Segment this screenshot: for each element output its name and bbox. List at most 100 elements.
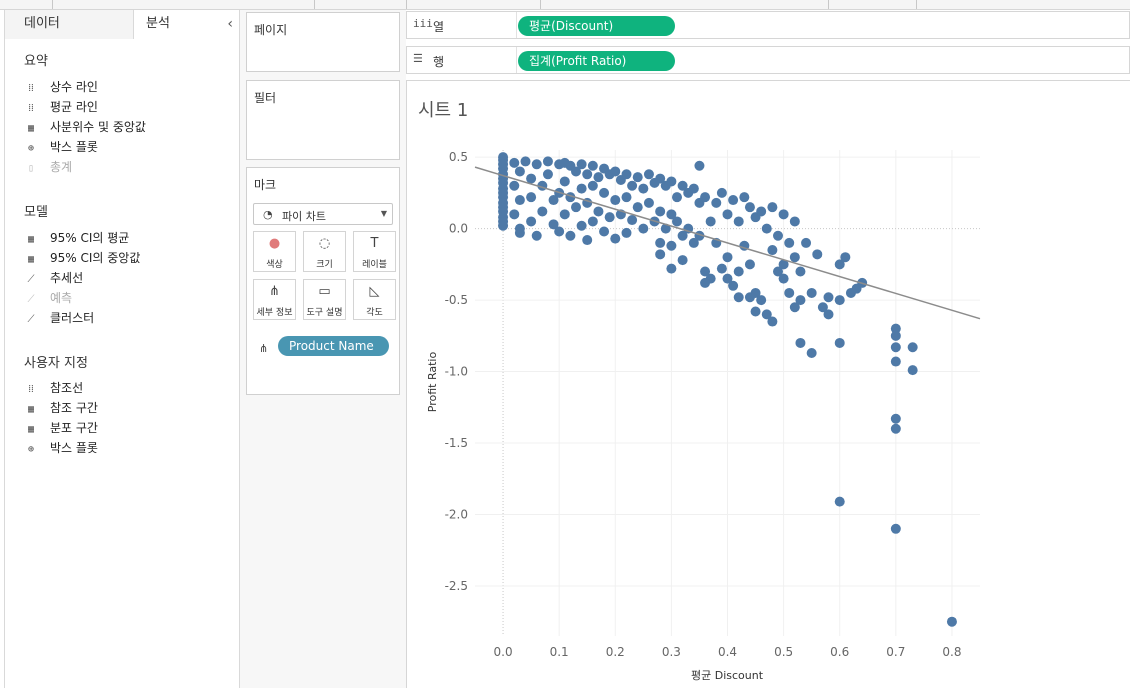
mark-angle-button[interactable]: ◺ 각도	[353, 279, 396, 320]
scatter-plot[interactable]: 0.0 0.1 0.2 0.3 0.4 0.5 0.6 0.7 0.8 0.5 0.0 -0.5 -1.…	[406, 80, 1130, 688]
analytics-item-totals[interactable]: ▯ 총계	[24, 157, 72, 177]
columns-pill[interactable]: 평균(Discount)	[518, 16, 675, 36]
scatter-point	[744, 202, 755, 213]
scatter-point	[576, 159, 587, 170]
scatter-point	[672, 216, 682, 227]
scatter-point	[542, 156, 553, 167]
scatter-point	[823, 292, 834, 303]
scatter-point	[789, 302, 800, 313]
scatter-point	[672, 192, 682, 203]
trend-line-icon: ⟋	[27, 274, 35, 285]
scatter-point	[739, 192, 750, 203]
analytics-item-box-plot[interactable]: ⊕ 박스 플롯	[24, 137, 98, 157]
mark-size-button[interactable]: ◌ 크기	[303, 231, 346, 272]
analytics-item-constant-line[interactable]: ⁞⁞ 상수 라인	[24, 77, 98, 97]
analytics-item-quartile[interactable]: ▦ 사분위수 및 중앙값	[24, 117, 146, 137]
quartile-icon: ▦	[27, 123, 35, 134]
analytics-item-label: 분포 구간	[50, 421, 98, 435]
scatter-point	[817, 302, 828, 313]
ci-median-icon: ▦	[27, 254, 35, 265]
scatter-point	[582, 235, 593, 246]
scatter-point	[655, 237, 666, 248]
scatter-point	[722, 209, 733, 220]
collapse-chevron-left-icon[interactable]: ‹	[227, 16, 233, 32]
analytics-item-ci-mean[interactable]: ▦ 95% CI의 평균	[24, 228, 129, 248]
analytics-item-box-plot[interactable]: ⊕ 박스 플롯	[24, 438, 98, 458]
rows-pill[interactable]: 집계(Profit Ratio)	[518, 51, 675, 71]
scatter-point	[795, 295, 806, 306]
scatter-point	[688, 237, 699, 248]
totals-icon: ▯	[27, 163, 35, 174]
scatter-point	[778, 273, 789, 284]
toolbar-divider	[406, 0, 407, 9]
scatter-point	[643, 169, 654, 180]
scatter-point	[531, 159, 542, 170]
mark-color-button[interactable]: ● 색상	[253, 231, 296, 272]
reference-line-icon: ⁞⁞	[28, 384, 34, 395]
y-tick-label: 0.0	[449, 222, 468, 236]
columns-shelf: iii 열 평균(Discount)	[406, 11, 1130, 39]
analytics-item-label: 95% CI의 평균	[50, 231, 130, 245]
scatter-point	[946, 616, 957, 627]
scatter-point	[632, 202, 643, 213]
scatter-point	[761, 223, 772, 234]
scatter-point	[840, 252, 851, 263]
x-tick-label: 0.1	[550, 645, 569, 659]
size-icon: ◌	[318, 236, 331, 251]
marks-card: 마크 ◔ 파이 차트 ▼ ● 색상 ◌ 크기 T 레이블 ⋔ 세부 정보 ▭ 도구 설명 ◺ 각도 ⋔…	[246, 167, 400, 395]
dropdown-caret-icon: ▼	[380, 209, 387, 218]
x-tick-label: 0.5	[774, 645, 793, 659]
mark-tooltip-button[interactable]: ▭ 도구 설명	[303, 279, 346, 320]
toolbar-divider	[314, 0, 315, 9]
analytics-item-trend-line[interactable]: ⟋ 추세선	[24, 267, 236, 288]
pages-card[interactable]: 페이지	[246, 12, 400, 72]
y-tick-label: -1.5	[445, 436, 468, 450]
shelf-divider	[516, 47, 517, 73]
worksheet	[406, 80, 1130, 688]
scatter-point	[756, 206, 767, 217]
analytics-item-reference-band[interactable]: ▦ 참조 구간	[24, 398, 98, 418]
mark-detail-button[interactable]: ⋔ 세부 정보	[253, 279, 296, 320]
scatter-point	[711, 197, 722, 208]
scatter-point	[542, 169, 553, 180]
box-plot-icon: ⊕	[27, 444, 35, 455]
marks-card-title: 마크	[254, 178, 277, 192]
scatter-point	[834, 295, 845, 306]
pane-edge	[4, 10, 5, 688]
scatter-point	[593, 172, 604, 183]
analytics-item-label: 평균 라인	[50, 100, 98, 114]
scatter-point	[744, 292, 755, 303]
scatter-point	[744, 259, 755, 270]
analytics-item-label: 상수 라인	[50, 80, 98, 94]
scatter-point	[587, 180, 598, 191]
forecast-icon: ⟋	[27, 294, 35, 305]
x-tick-label: 0.0	[494, 645, 513, 659]
analytics-item-average-line[interactable]: ⁞⁞ 평균 라인	[24, 97, 98, 117]
scatter-point	[801, 237, 812, 248]
shelf-divider	[516, 12, 517, 38]
analytics-item-forecast[interactable]: ⟋ 예측	[24, 288, 73, 308]
mark-type-dropdown[interactable]: ◔ 파이 차트 ▼	[253, 203, 393, 225]
y-tick-label: -1.0	[445, 365, 468, 379]
tab-data[interactable]: 데이터	[5, 10, 134, 39]
scatter-point	[526, 216, 537, 227]
analytics-item-distribution-band[interactable]: ▦ 분포 구간	[24, 418, 98, 438]
analytics-item-label: 사분위수 및 중앙값	[50, 120, 146, 134]
scatter-point	[795, 337, 806, 348]
scatter-point	[554, 226, 565, 237]
analytics-item-reference-line[interactable]: ⁞⁞ 참조선	[24, 378, 83, 398]
mark-label-button[interactable]: T 레이블	[353, 231, 396, 272]
analytics-item-ci-median[interactable]: ▦ 95% CI의 중앙값	[24, 248, 140, 268]
scatter-point	[890, 413, 901, 424]
scatter-point	[520, 156, 531, 167]
analytics-item-cluster[interactable]: ⟋ 클러스터	[24, 308, 95, 328]
scatter-point	[576, 183, 587, 194]
tab-analytics[interactable]: 분석 ‹	[134, 10, 239, 39]
scatter-point	[509, 180, 520, 191]
analytics-item-label: 예측	[50, 291, 73, 305]
mark-button-label: 세부 정보	[256, 308, 293, 318]
y-tick-label: -2.0	[445, 508, 468, 522]
filters-card[interactable]: 필터	[246, 80, 400, 160]
detail-field-pill[interactable]: Product Name	[278, 336, 389, 356]
y-tick-label: 0.5	[449, 150, 468, 164]
